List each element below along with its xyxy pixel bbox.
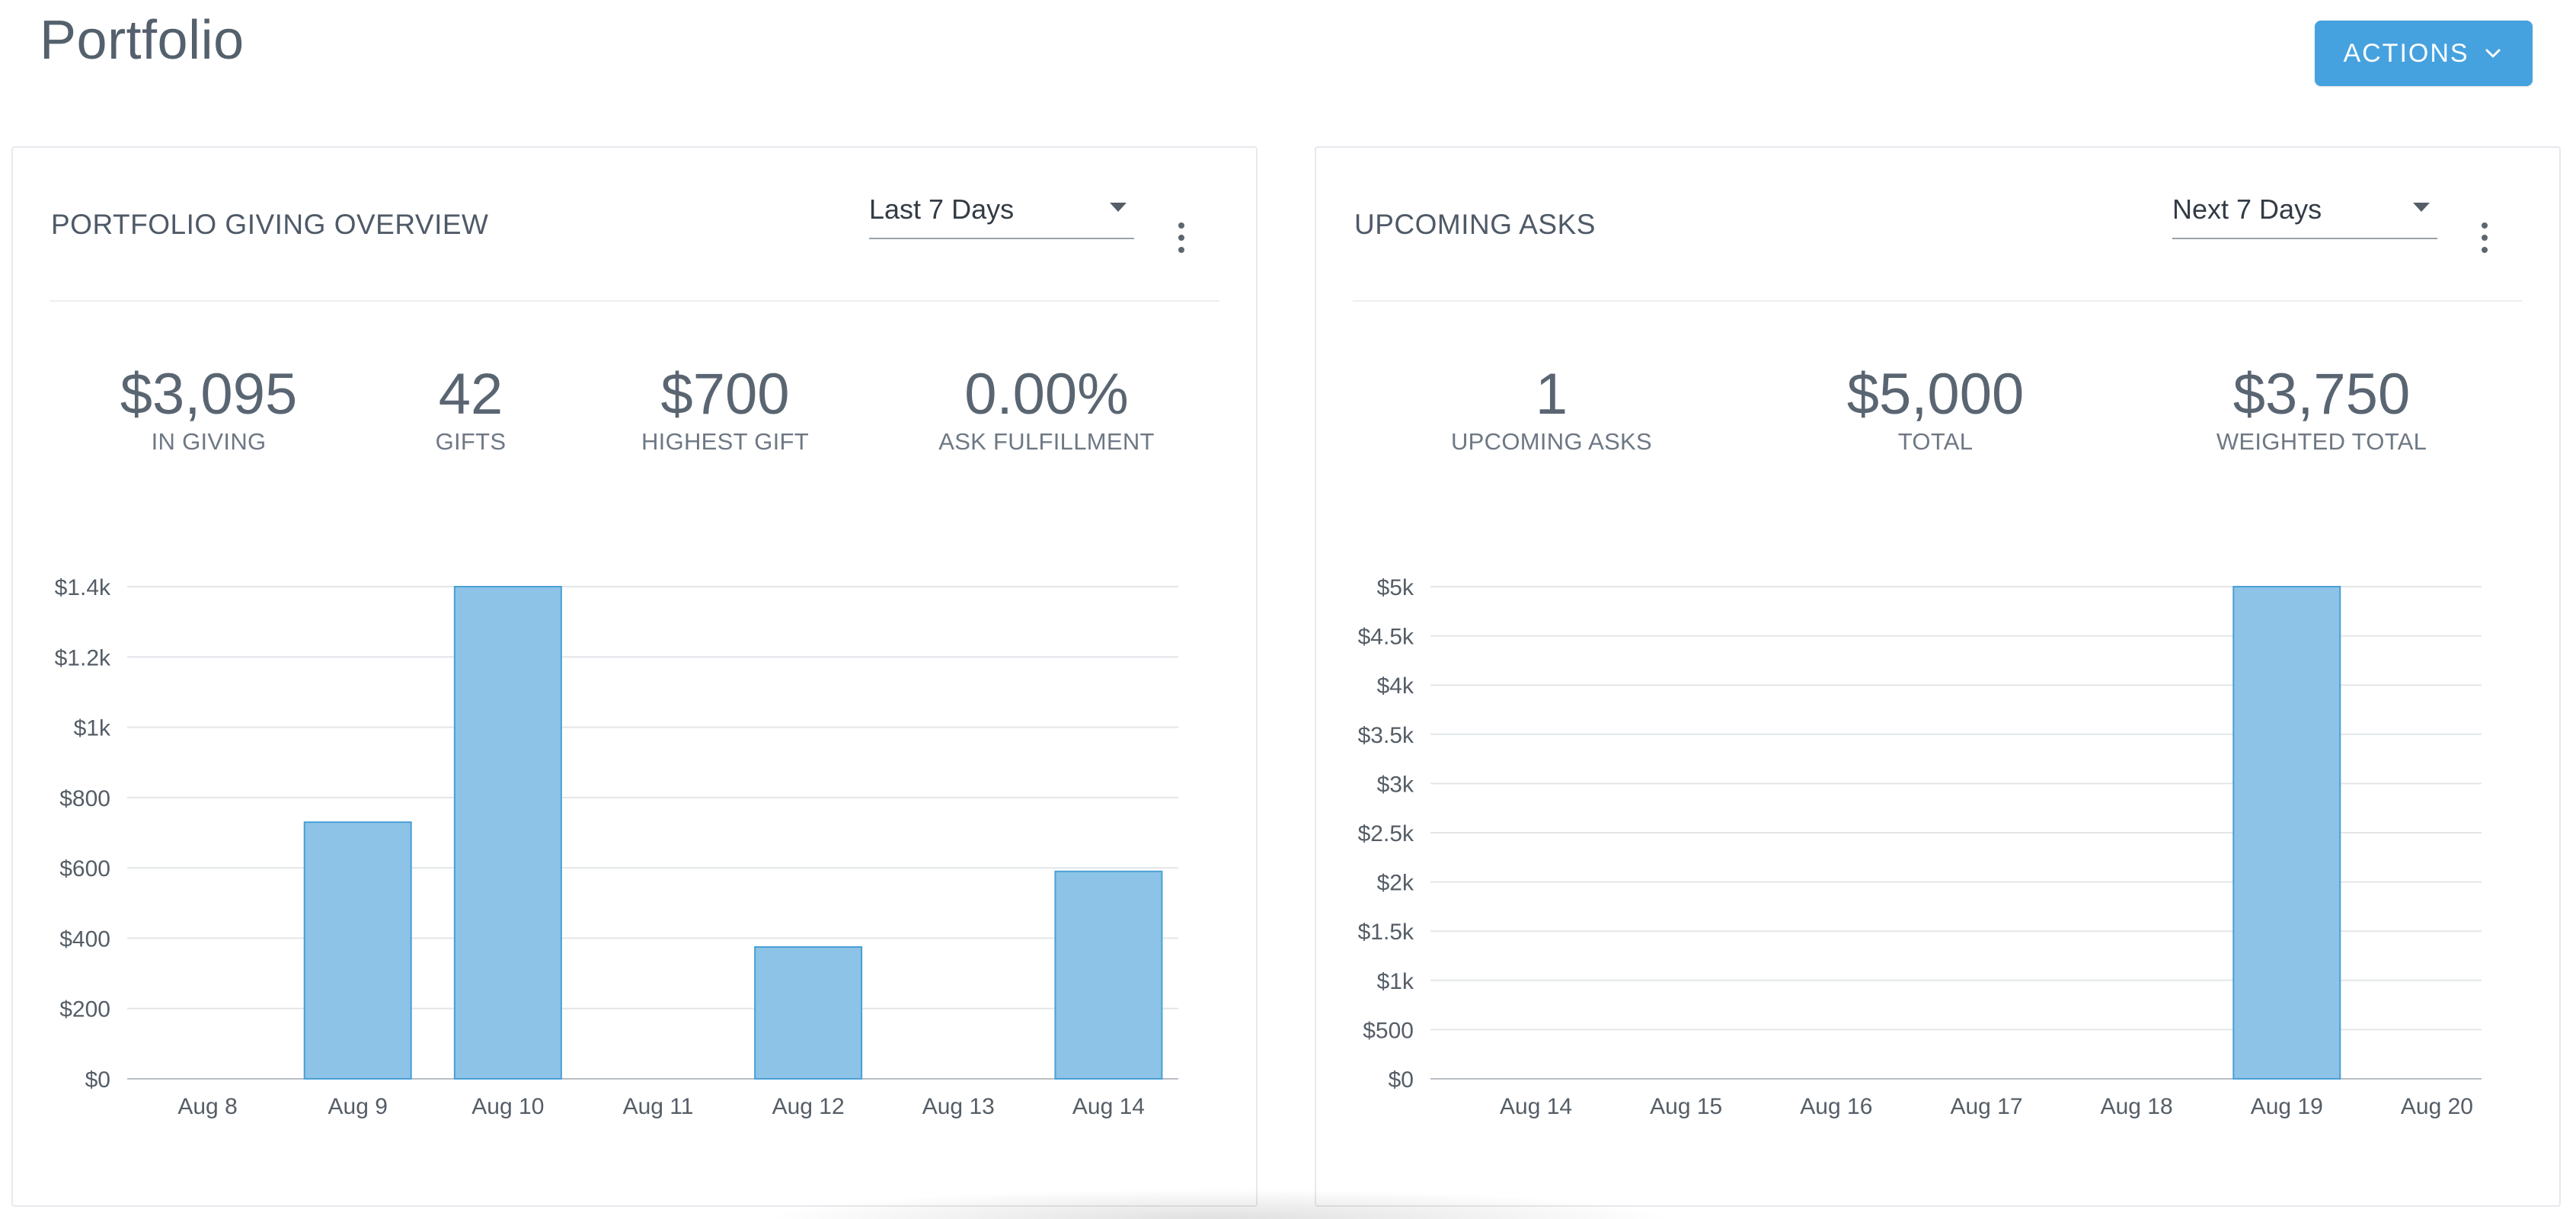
bar <box>754 945 863 1080</box>
x-tick-label: Aug 20 <box>2401 1094 2473 1119</box>
stat-ask-fulfillment: 0.00% ASK FULFILLMENT <box>938 366 1155 456</box>
stat-label: GIFTS <box>435 428 507 455</box>
stat-label: UPCOMING ASKS <box>1450 428 1653 455</box>
x-tick-label: Aug 19 <box>2251 1094 2323 1119</box>
x-tick-label: Aug 9 <box>328 1094 388 1119</box>
y-tick-label: $0 <box>1389 1067 1414 1093</box>
divider <box>50 300 1219 302</box>
x-tick-label: Aug 18 <box>2101 1094 2173 1119</box>
stat-value: 1 <box>1535 362 1568 427</box>
y-tick-label: $2k <box>1377 871 1414 896</box>
stat-in-giving: $3,095 IN GIVING <box>120 366 297 456</box>
x-tick-label: Aug 14 <box>1500 1094 1572 1119</box>
y-tick-label: $1.4k <box>55 575 111 600</box>
y-tick-label: $1.2k <box>55 645 111 670</box>
y-tick-label: $500 <box>1363 1018 1414 1043</box>
portfolio-giving-overview-card: PORTFOLIO GIVING OVERVIEW Last 7 Days $3… <box>11 146 1258 1207</box>
date-range-select[interactable]: Last 7 Days <box>869 190 1134 239</box>
x-tick-label: Aug 14 <box>1072 1094 1145 1119</box>
upcoming-asks-card: UPCOMING ASKS Next 7 Days 1 UPCOMING ASK… <box>1315 146 2561 1207</box>
stat-gifts: 42 GIFTS <box>436 366 507 456</box>
caret-down-icon <box>2413 203 2430 212</box>
date-range-value: Last 7 Days <box>869 194 1015 225</box>
y-tick-label: $200 <box>59 997 110 1022</box>
actions-button[interactable]: ACTIONS <box>2315 21 2533 86</box>
x-tick-label: Aug 13 <box>922 1094 995 1119</box>
y-tick-label: $1k <box>74 716 111 741</box>
x-tick-label: Aug 10 <box>471 1094 544 1119</box>
date-range-select[interactable]: Next 7 Days <box>2172 190 2437 239</box>
stat-value: $700 <box>660 362 790 427</box>
stat-label: HIGHEST GIFT <box>641 428 810 455</box>
stat-value: 0.00% <box>964 362 1129 427</box>
page-title: Portfolio <box>40 10 244 71</box>
date-range-value: Next 7 Days <box>2172 194 2322 225</box>
y-tick-label: $3k <box>1377 772 1414 797</box>
more-options-icon[interactable] <box>2477 222 2492 262</box>
y-tick-label: $0 <box>85 1067 110 1093</box>
divider <box>1353 300 2523 302</box>
x-tick-label: Aug 8 <box>177 1094 237 1119</box>
stat-value: $5,000 <box>1846 362 2025 427</box>
stat-upcoming-asks: 1 UPCOMING ASKS <box>1451 366 1652 456</box>
giving-bar-chart: $0 $200 $400 $600 $800 $1k $1.2k $1.4k Aug 8 Aug … <box>55 575 1178 1119</box>
more-options-icon[interactable] <box>1174 222 1189 262</box>
y-tick-label: $1k <box>1377 969 1414 994</box>
y-tick-label: $2.5k <box>1358 821 1414 846</box>
x-tick-label: Aug 17 <box>1950 1094 2022 1119</box>
y-tick-label: $600 <box>59 856 110 881</box>
stat-label: WEIGHTED TOTAL <box>2216 428 2427 455</box>
y-tick-label: $400 <box>59 926 110 952</box>
bar <box>303 821 412 1080</box>
caret-down-icon <box>1110 203 1127 212</box>
bar <box>453 586 562 1080</box>
stat-value: $3,750 <box>2232 362 2411 427</box>
y-tick-label: $3.5k <box>1358 723 1414 748</box>
stat-highest-gift: $700 HIGHEST GIFT <box>641 366 809 456</box>
stat-weighted-total: $3,750 WEIGHTED TOTAL <box>2216 366 2427 456</box>
stat-label: ASK FULFILLMENT <box>938 428 1155 455</box>
chevron-down-icon <box>2482 42 2504 65</box>
card-title: PORTFOLIO GIVING OVERVIEW <box>51 209 489 240</box>
x-tick-label: Aug 15 <box>1650 1094 1722 1119</box>
stat-value: 42 <box>438 362 503 427</box>
y-tick-label: $4k <box>1377 673 1414 699</box>
stat-label: IN GIVING <box>151 428 267 455</box>
actions-button-label: ACTIONS <box>2343 38 2469 68</box>
x-tick-label: Aug 11 <box>623 1094 694 1119</box>
upcoming-asks-bar-chart: $0 $500 $1k $1.5k $2k $2.5k $3k $3.5k $4k $4.5k $5… <box>1358 575 2482 1119</box>
x-tick-label: Aug 16 <box>1800 1094 1872 1119</box>
stat-total: $5,000 TOTAL <box>1847 366 2024 456</box>
bar <box>2232 586 2341 1080</box>
bar <box>1054 870 1163 1080</box>
y-tick-label: $1.5k <box>1358 920 1414 945</box>
x-tick-label: Aug 12 <box>772 1094 845 1119</box>
card-title: UPCOMING ASKS <box>1354 209 1596 240</box>
y-tick-label: $800 <box>59 786 110 811</box>
y-tick-label: $5k <box>1377 575 1414 600</box>
stat-value: $3,095 <box>120 362 298 427</box>
y-tick-label: $4.5k <box>1358 625 1414 650</box>
scroll-shadow <box>762 1189 1676 1219</box>
stat-label: TOTAL <box>1897 428 1974 455</box>
